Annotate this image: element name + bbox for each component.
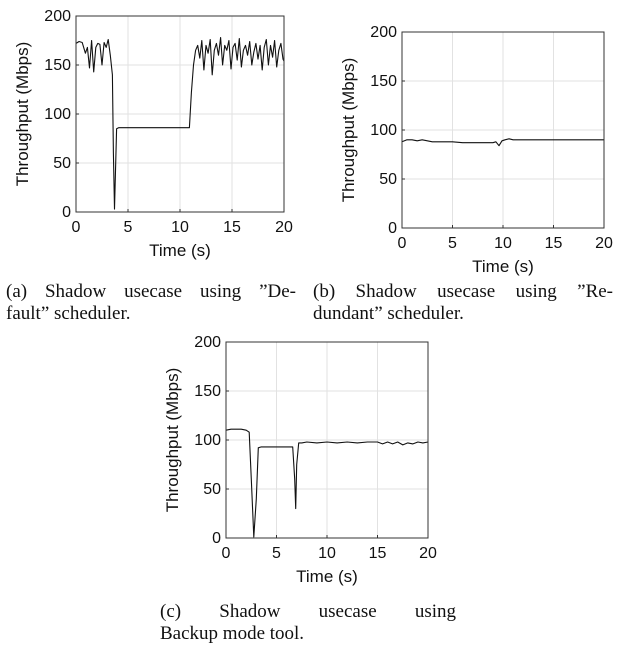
- x-tick-label-c-1: 5: [272, 545, 281, 562]
- y-tick-label-b-0: 0: [388, 220, 397, 237]
- caption-a-line-1: (a) Shadow usecase using ”De-: [6, 281, 296, 302]
- y-tick-label-b-4: 200: [370, 24, 397, 41]
- x-axis-title-c: Time (s): [296, 567, 358, 586]
- chart-a: 0 5 10 15 20 0 50 100 150 200 Time (s) Throughput (…: [0, 0, 300, 270]
- x-tick-label-c-4: 20: [419, 545, 437, 562]
- caption-a: (a) Shadow usecase using ”De- fault” sch…: [6, 281, 296, 325]
- x-tick-label-a-1: 5: [124, 219, 133, 236]
- series-line-a-0: [75, 37, 285, 210]
- y-tick-label-a-1: 50: [53, 155, 71, 172]
- y-tick-label-a-4: 200: [44, 8, 71, 25]
- y-tick-label-c-4: 200: [194, 334, 221, 351]
- caption-a-line-2: fault” scheduler.: [6, 303, 131, 324]
- y-tick-label-a-0: 0: [62, 204, 71, 221]
- x-tick-label-b-1: 5: [448, 235, 457, 252]
- x-axis-title-a: Time (s): [149, 241, 211, 260]
- y-tick-label-c-1: 50: [203, 481, 221, 498]
- y-tick-label-b-2: 100: [370, 122, 397, 139]
- caption-b-line-1: (b) Shadow usecase using ”Re-: [313, 281, 613, 302]
- series-line-b-0: [401, 138, 604, 147]
- y-tick-label-c-2: 100: [194, 432, 221, 449]
- y-axis-title-c: Throughput (Mbps): [163, 368, 182, 513]
- caption-b: (b) Shadow usecase using ”Re- dundant” s…: [313, 281, 613, 325]
- caption-b-line-2: dundant” scheduler.: [313, 303, 464, 324]
- x-tick-label-b-2: 10: [494, 235, 512, 252]
- x-axis-title-b: Time (s): [472, 257, 534, 276]
- x-tick-label-c-2: 10: [318, 545, 336, 562]
- x-tick-label-b-4: 20: [595, 235, 613, 252]
- chart-c: 0 5 10 15 20 0 50 100 150 200 Time (s) Throughput (…: [150, 330, 450, 595]
- x-tick-label-c-0: 0: [222, 545, 231, 562]
- x-tick-label-a-2: 10: [171, 219, 189, 236]
- y-tick-label-c-3: 150: [194, 383, 221, 400]
- y-tick-label-a-2: 100: [44, 106, 71, 123]
- x-tick-label-b-3: 15: [545, 235, 563, 252]
- x-tick-label-a-0: 0: [72, 219, 81, 236]
- chart-b: 0 5 10 15 20 0 50 100 150 200 Time (s) Throughput (…: [320, 18, 620, 276]
- caption-c: (c) Shadow usecase using Backup mode too…: [160, 601, 456, 645]
- y-tick-label-a-3: 150: [44, 57, 71, 74]
- caption-c-line-1: (c) Shadow usecase using: [160, 601, 456, 622]
- series-line-c-0: [225, 428, 429, 538]
- x-tick-label-b-0: 0: [398, 235, 407, 252]
- x-tick-label-a-4: 20: [275, 219, 293, 236]
- y-tick-label-c-0: 0: [212, 530, 221, 547]
- y-tick-label-b-1: 50: [379, 171, 397, 188]
- x-tick-label-a-3: 15: [223, 219, 241, 236]
- y-axis-title-a: Throughput (Mbps): [13, 42, 32, 187]
- y-axis-title-b: Throughput (Mbps): [339, 58, 358, 203]
- y-tick-label-b-3: 150: [370, 73, 397, 90]
- x-tick-label-c-3: 15: [369, 545, 387, 562]
- caption-c-line-2: Backup mode tool.: [160, 623, 305, 644]
